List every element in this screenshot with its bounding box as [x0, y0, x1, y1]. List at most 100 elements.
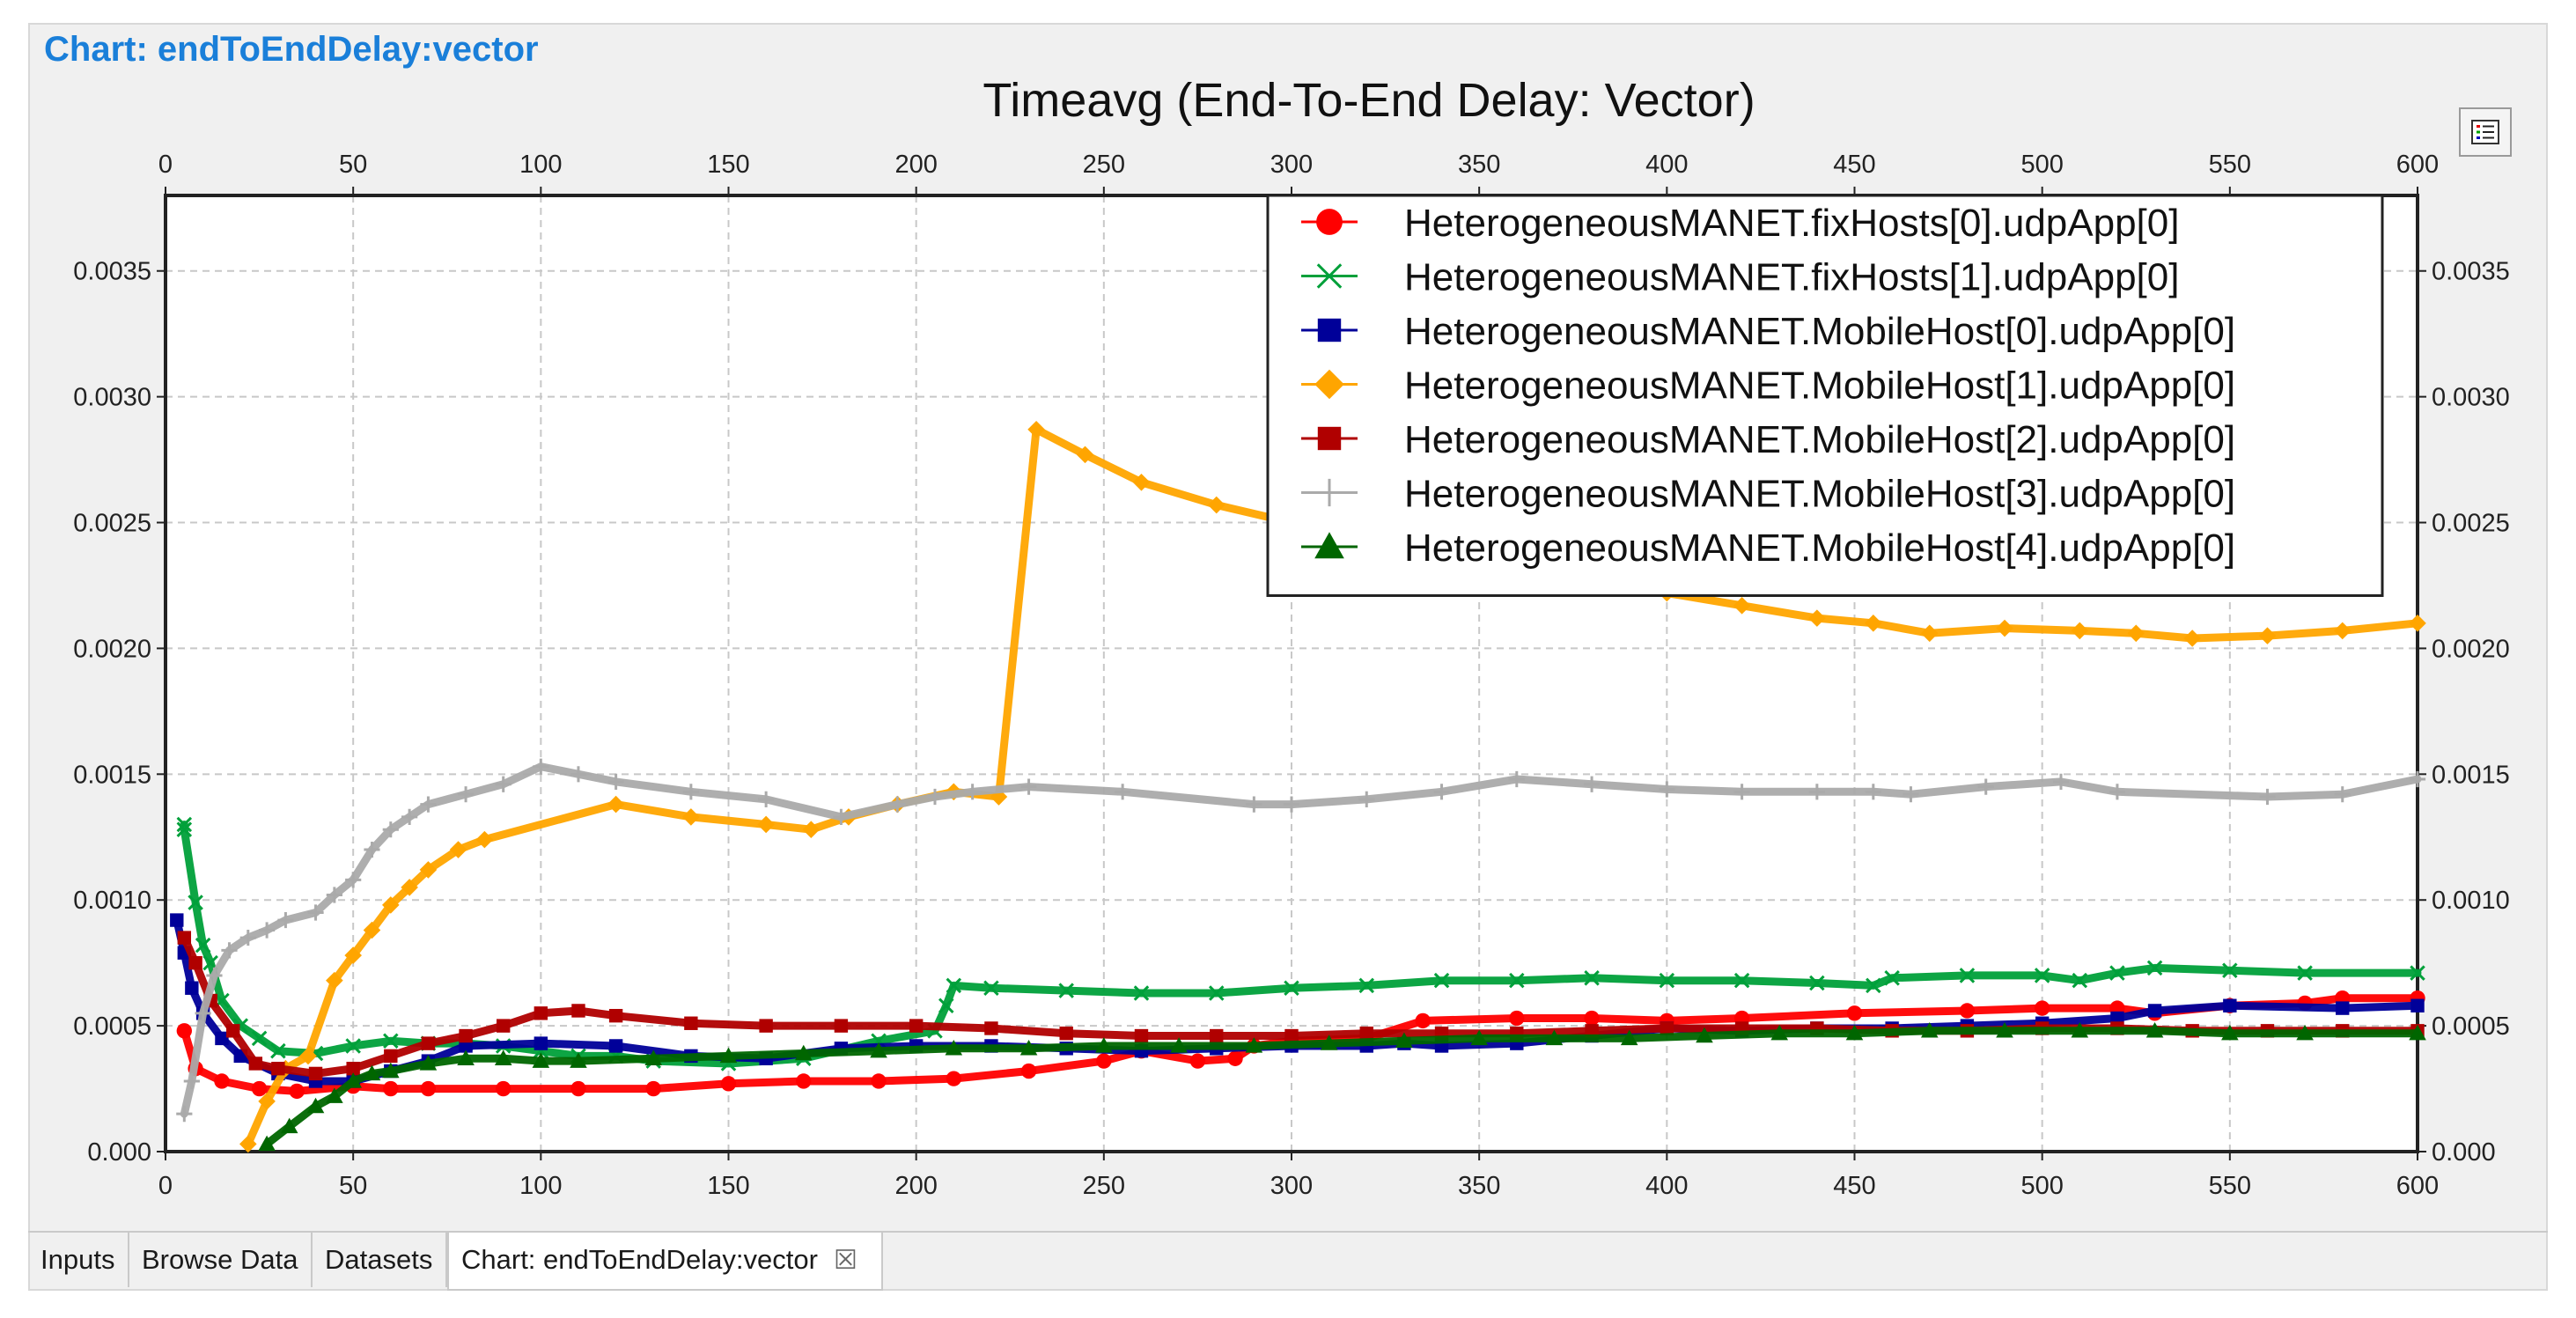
x-tick-label-top: 100: [519, 151, 562, 179]
series-layer: [170, 420, 2426, 1153]
data-point: [720, 1076, 737, 1092]
y-tick-label-right: 0.000: [2432, 1138, 2496, 1167]
close-tab-icon[interactable]: ☒: [833, 1246, 857, 1275]
data-point: [1207, 496, 1225, 514]
data-point: [420, 1080, 437, 1097]
data-point: [277, 911, 294, 929]
data-point: [176, 1023, 192, 1039]
tab-2[interactable]: Datasets: [313, 1233, 447, 1287]
data-point: [682, 808, 700, 826]
x-tick-label: 450: [1833, 1172, 1875, 1200]
data-point: [1920, 1022, 1939, 1038]
data-point: [946, 977, 962, 994]
data-point: [1865, 784, 1881, 800]
data-point: [188, 895, 203, 910]
data-point: [345, 872, 362, 888]
data-point: [1733, 972, 1750, 989]
data-point: [1246, 796, 1262, 813]
data-point: [2147, 1004, 2162, 1018]
data-point: [2034, 1000, 2050, 1016]
legend-swatch-marker: [1314, 369, 1344, 400]
data-point: [326, 1087, 343, 1103]
data-point: [382, 821, 399, 838]
data-point: [475, 830, 494, 849]
data-point: [2109, 965, 2125, 981]
data-point: [346, 1061, 360, 1076]
data-point: [1659, 781, 1675, 798]
data-point: [2409, 615, 2426, 632]
data-point: [1433, 972, 1450, 989]
data-point: [1959, 968, 1976, 983]
data-point: [206, 967, 223, 984]
legend-toggle-button[interactable]: [2459, 107, 2512, 157]
data-point: [401, 879, 418, 896]
data-point: [1733, 784, 1750, 800]
data-point: [570, 1080, 586, 1097]
data-point: [383, 1033, 399, 1049]
data-point: [719, 1047, 738, 1064]
data-point: [185, 981, 199, 995]
data-point: [2409, 770, 2426, 788]
tab-label: Chart: endToEndDelay:vector: [461, 1244, 818, 1275]
y-tick-label-right: 0.0015: [2432, 761, 2510, 789]
data-point: [1996, 1022, 2013, 1038]
data-point: [382, 1062, 400, 1079]
legend-item: HeterogeneousMANET.MobileHost[0].udpApp[…: [1301, 310, 2235, 353]
data-point: [176, 821, 193, 837]
tab-3[interactable]: Chart: endToEndDelay:vector ☒: [447, 1233, 883, 1291]
data-point: [221, 942, 238, 959]
x-tick-label-top: 600: [2396, 151, 2439, 179]
data-point: [1359, 1026, 1373, 1041]
data-point: [239, 1135, 257, 1153]
y-tick-label: 0.0020: [73, 635, 151, 663]
data-point: [1866, 977, 1881, 994]
x-tick-label: 0: [158, 1172, 173, 1200]
data-point: [259, 922, 276, 939]
data-point: [344, 1072, 362, 1088]
data-point: [251, 1080, 268, 1097]
data-point: [1508, 770, 1525, 788]
data-point: [420, 796, 437, 813]
data-point: [1809, 975, 1825, 991]
data-point: [757, 815, 775, 834]
data-point: [1358, 791, 1375, 807]
y-tick-label: 0.000: [87, 1138, 151, 1167]
data-point: [457, 786, 475, 803]
data-point: [214, 1073, 230, 1089]
tab-label: Inputs: [40, 1244, 115, 1275]
data-point: [1027, 420, 1045, 438]
x-tick-label-top: 350: [1458, 151, 1500, 179]
data-point: [1808, 609, 1826, 627]
chart-title: Timeavg (End-To-End Delay: Vector): [983, 74, 1755, 127]
data-point: [497, 1019, 511, 1033]
data-point: [796, 1073, 812, 1089]
data-point: [2221, 1024, 2239, 1041]
data-point: [326, 971, 343, 990]
data-point: [326, 887, 342, 903]
data-point: [983, 980, 999, 997]
data-point: [1584, 970, 1600, 986]
data-point: [534, 1006, 548, 1020]
x-tick-label: 250: [1083, 1172, 1125, 1200]
data-point: [1284, 980, 1299, 997]
data-point: [833, 808, 850, 825]
data-point: [1696, 1027, 1713, 1043]
tab-0[interactable]: Inputs: [28, 1233, 129, 1287]
data-point: [195, 1005, 211, 1021]
data-point: [183, 1072, 200, 1090]
data-point: [1583, 776, 1601, 792]
data-point: [2146, 960, 2163, 976]
data-point: [363, 1064, 381, 1081]
data-point: [419, 1055, 438, 1071]
legend-label: HeterogeneousMANET.MobileHost[0].udpApp[…: [1404, 310, 2235, 353]
data-point: [176, 816, 193, 833]
y-tick-label-right: 0.0025: [2432, 510, 2510, 538]
data-point: [496, 1080, 512, 1097]
data-point: [1096, 1053, 1112, 1069]
data-point: [307, 904, 324, 921]
tab-1[interactable]: Browse Data: [129, 1233, 313, 1287]
data-point: [251, 1030, 268, 1047]
legend-swatch-marker: [1316, 209, 1343, 235]
y-tick-label-right: 0.0035: [2432, 258, 2510, 286]
data-point: [344, 946, 362, 964]
